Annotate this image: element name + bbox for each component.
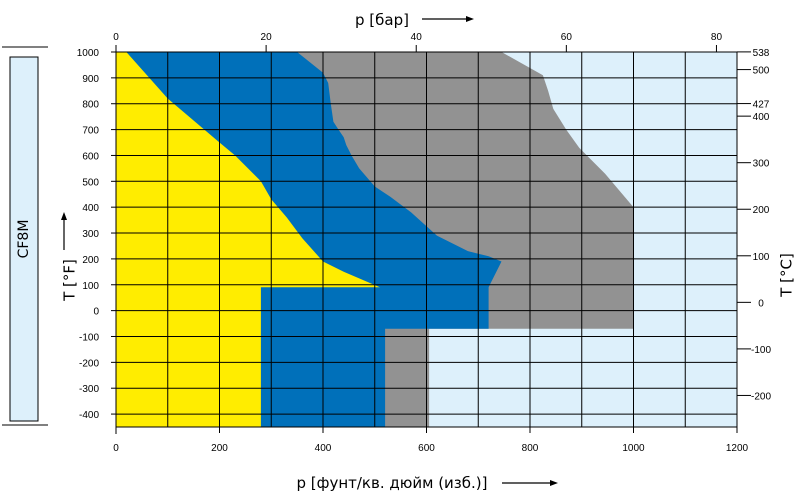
y-left-tick-label: 700 <box>82 126 99 137</box>
x-bottom-tick-label: 1200 <box>726 443 749 454</box>
y-right-tick-label: 200 <box>753 205 770 216</box>
x-bottom-tick-label: 200 <box>211 443 228 454</box>
y-right-tick-label: 100 <box>753 252 770 263</box>
y-right-tick-label: 400 <box>753 112 770 123</box>
x-bottom-tick-label: 600 <box>418 443 435 454</box>
x-bottom-arrow <box>502 480 558 486</box>
x-top-axis-label: p [бар] <box>355 11 409 29</box>
x-bottom-tick-label: 1000 <box>622 443 645 454</box>
y-right-tick-label: 538 <box>753 48 770 59</box>
y-left-tick-label: 500 <box>82 177 99 188</box>
y-left-tick-label: 300 <box>82 229 99 240</box>
y-right-tick-label: -200 <box>751 391 771 402</box>
x-bottom-axis-label: p [фунт/кв. дюйм (изб.)] <box>296 474 487 492</box>
y-left-tick-label: 400 <box>82 203 99 214</box>
y-left-tick-label: 100 <box>82 281 99 292</box>
axis-labels: p [бар] p [фунт/кв. дюйм (изб.)] T [°F] … <box>61 11 796 492</box>
x-top-tick-label: 0 <box>113 32 119 43</box>
material-label: CF8M <box>16 220 32 259</box>
x-bottom-tick-label: 400 <box>315 443 332 454</box>
x-top-tick-label: 40 <box>411 32 423 43</box>
y-right-tick-label: 500 <box>753 66 770 77</box>
y-left-tick-label: 200 <box>82 255 99 266</box>
y-right-axis-label: T [°C] <box>778 253 796 298</box>
material-panel: CF8M <box>2 46 48 426</box>
x-top-tick-label: 20 <box>261 32 273 43</box>
y-left-axis-label: T [°F] <box>61 259 79 302</box>
y-left-tick-label: -200 <box>79 358 99 369</box>
y-left-tick-label: 0 <box>93 307 99 318</box>
y-left-tick-label: 900 <box>82 74 99 85</box>
y-right-tick-label: 427 <box>753 100 770 111</box>
region-yellow <box>116 52 380 427</box>
y-left-arrow <box>61 212 67 250</box>
y-right-tick-label: 300 <box>753 159 770 170</box>
x-top-arrow <box>422 16 474 22</box>
material-box <box>9 56 39 422</box>
y-right-tick-label: 0 <box>758 298 764 309</box>
y-right-tick-label: -100 <box>751 345 771 356</box>
y-left-tick-label: -100 <box>79 332 99 343</box>
y-left-tick-label: -400 <box>79 410 99 421</box>
x-bottom-tick-label: 800 <box>522 443 539 454</box>
y-left-tick-label: 800 <box>82 100 99 111</box>
x-top-tick-label: 80 <box>711 32 723 43</box>
x-bottom-tick-label: 0 <box>113 443 119 454</box>
y-left-tick-label: 1000 <box>77 48 100 59</box>
y-left-tick-label: 600 <box>82 151 99 162</box>
x-top-tick-label: 60 <box>561 32 573 43</box>
y-left-tick-label: -300 <box>79 384 99 395</box>
